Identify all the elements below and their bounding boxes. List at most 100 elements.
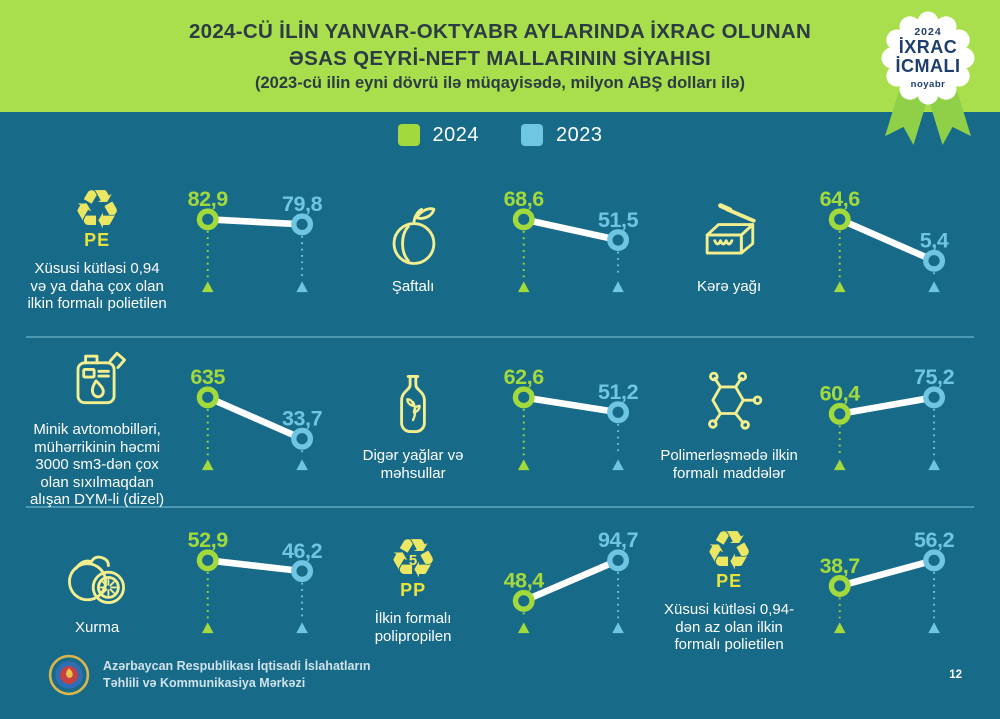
item-chart-holder: 62,6 51,2 [484, 352, 658, 494]
marker-2024-triangle-icon [834, 281, 846, 293]
item-chart: 38,7 56,2 [820, 528, 955, 634]
recycle-arrows-icon: ♻ [704, 518, 754, 582]
item-info: ♻ PE Xüsusi kütləsi 0,94-dən az olan ilki… [658, 518, 800, 654]
marker-2023-triangle-icon [612, 459, 625, 471]
recycle-pe-icon: ♻ PE [704, 518, 754, 592]
value-2024: 68,6 [504, 187, 545, 211]
recycle-pe-icon: ♻ PE [73, 177, 121, 257]
value-2024: 82,9 [188, 187, 229, 211]
marker-2024-triangle-icon [202, 459, 214, 471]
main-panel: 2024 2023 ♻ PE Xüsusi kütləsi 0,94 və ya … [0, 112, 1000, 719]
award-badge: 2024 İXRAC İCMALI noyabr [862, 4, 994, 154]
rosette-icon [881, 11, 975, 105]
item-info: Digər yağlar və məhsullar [342, 364, 484, 482]
value-2024: 60,4 [820, 382, 861, 406]
point-2024 [828, 208, 851, 231]
chart-item: Minik avtomobilləri, mühərrikinin həcmi … [26, 338, 342, 509]
item-chart-holder: 635 33,7 [168, 352, 342, 494]
peach-icon [375, 195, 451, 275]
marker-2024-triangle-icon [202, 281, 214, 293]
legend-label-2023: 2023 [556, 123, 603, 146]
item-chart: 635 33,7 [191, 365, 323, 471]
resin-code-label: PE [716, 570, 743, 591]
item-info: ♻ PE Xüsusi kütləsi 0,94 və ya daha çox o… [26, 177, 168, 313]
butter-icon [691, 195, 767, 275]
marker-2024-triangle-icon [518, 459, 530, 471]
point-2024 [828, 575, 851, 597]
point-2023 [923, 249, 946, 272]
value-2024: 52,9 [188, 528, 229, 552]
point-2024 [196, 208, 219, 231]
marker-2023-triangle-icon [296, 622, 309, 634]
point-2024 [512, 208, 535, 231]
connector-line [836, 557, 938, 590]
legend-label-2024: 2024 [432, 123, 479, 146]
item-label: Xüsusi kütləsi 0,94-dən az olan ilkin fo… [664, 601, 795, 654]
jerrycan-icon [76, 351, 127, 405]
connector-line [204, 394, 306, 443]
marker-2023-triangle-icon [296, 281, 309, 293]
org-name-line2: Təhlili və Kommunikasiya Mərkəzi [103, 676, 306, 690]
item-chart-holder: 48,4 94,7 [484, 515, 658, 657]
item-chart-holder: 82,9 79,8 [168, 174, 342, 316]
state-emblem-icon [48, 654, 90, 696]
chart-item: ♻ PE Xüsusi kütləsi 0,94-dən az olan ilki… [658, 508, 974, 664]
connector-line [836, 394, 938, 418]
recycle-pe-icon: ♻ PE [705, 518, 753, 598]
org-name-line1: Azərbaycan Respublikası İqtisadi İslahat… [103, 658, 371, 673]
item-chart-holder: 64,6 5,4 [800, 174, 974, 316]
item-label: Minik avtomobilləri, mühərrikinin həcmi … [29, 421, 165, 509]
item-chart: 52,9 46,2 [188, 528, 323, 634]
item-chart: 60,4 75,2 [820, 365, 955, 471]
value-2023: 79,8 [282, 192, 323, 216]
marker-2023-triangle-icon [928, 281, 941, 293]
point-2023 [291, 428, 314, 451]
legend-item-2023: 2023 [521, 124, 603, 147]
legend-swatch-2024 [397, 124, 420, 146]
value-2023: 56,2 [914, 528, 955, 552]
item-chart: 68,6 51,5 [504, 187, 639, 293]
recycle-arrows-icon: ♻ [72, 177, 122, 241]
chart-row-2: Minik avtomobilləri, mühərrikinin həcmi … [26, 336, 974, 509]
peach-icon [392, 207, 436, 265]
org-name: Azərbaycan Respublikası İqtisadi İslahat… [103, 658, 370, 693]
recycle-arrows-icon: ♻ 5 [388, 527, 438, 591]
legend-swatch-2023 [521, 124, 543, 146]
value-2023: 33,7 [282, 407, 323, 431]
marker-2023-triangle-icon [928, 459, 941, 471]
item-info: Minik avtomobilləri, mühərrikinin həcmi … [26, 338, 168, 509]
connector-line [520, 557, 622, 605]
badge-line2: İCMALI [895, 55, 961, 76]
item-label: Digər yağlar və məhsullar [362, 447, 464, 482]
connector-line [204, 557, 306, 575]
value-2024: 38,7 [820, 554, 861, 578]
point-2023 [291, 213, 314, 236]
point-2024 [512, 386, 535, 409]
badge-line1: İXRAC [898, 37, 958, 57]
recycle-pp-icon: ♻ 5 PP [388, 527, 438, 600]
resin-code-label: PP [400, 579, 427, 600]
chart-item: Digər yağlar və məhsullar 62,6 51,2 [342, 338, 658, 509]
point-2024 [196, 549, 219, 572]
connector-line [836, 216, 938, 265]
item-label: Polimerləşmədə ilkin formalı maddələr [660, 447, 798, 482]
connector-line [520, 394, 622, 416]
value-2024: 635 [191, 365, 226, 389]
page-number: 12 [949, 669, 962, 681]
marker-2023-triangle-icon [928, 622, 941, 634]
page-title-line2: ƏSAS QEYRİ-NEFT MALLARININ SİYAHISI [288, 46, 712, 70]
item-info: Polimerləşmədə ilkin formalı maddələr [658, 364, 800, 482]
recycle-pp-icon: ♻ 5 PP [389, 527, 437, 607]
item-label: Şaftalı [391, 277, 435, 295]
badge-text: 2024 İXRAC İCMALI noyabr [862, 26, 994, 90]
marker-2024-triangle-icon [834, 459, 846, 471]
molecule-icon [708, 372, 763, 430]
point-2024 [196, 386, 219, 409]
badge-month: noyabr [910, 78, 946, 90]
point-2023 [607, 401, 630, 424]
page-subtitle: (2023-cü ilin eyni dövrü ilə müqayisədə,… [255, 73, 745, 92]
value-2024: 62,6 [504, 365, 545, 389]
value-2023: 51,2 [598, 380, 639, 404]
molecule-icon [691, 364, 767, 444]
item-chart: 62,6 51,2 [504, 365, 639, 471]
